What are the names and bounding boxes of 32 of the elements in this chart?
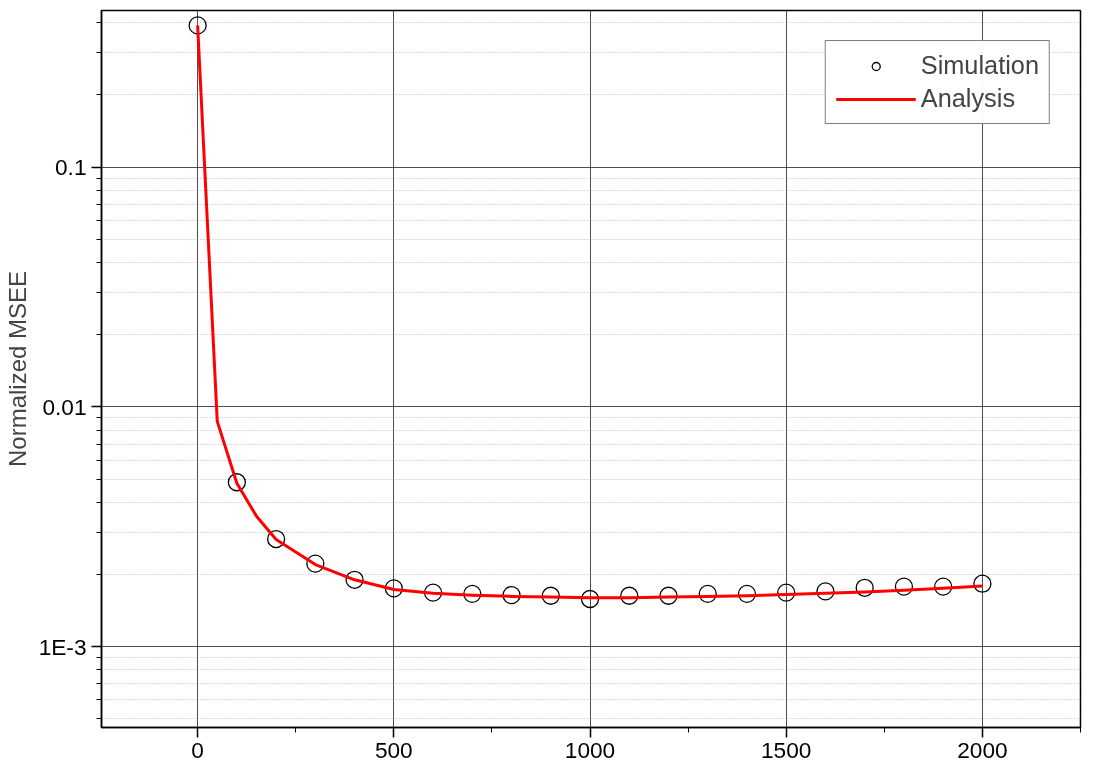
point (580, 589, 600, 609)
legend-label: Simulation (920, 51, 1039, 80)
point (306, 554, 325, 573)
point (894, 577, 914, 596)
point (973, 574, 992, 593)
legend-label: Analysis (920, 84, 1016, 113)
point (855, 578, 874, 597)
point (620, 586, 639, 605)
point (227, 473, 247, 492)
point (541, 586, 560, 605)
point (188, 16, 207, 35)
point (463, 584, 482, 603)
point (777, 583, 796, 602)
point (266, 529, 286, 549)
point (423, 583, 443, 602)
point (345, 570, 364, 589)
y-tick-label: 1E-3 (38, 633, 87, 660)
x-tick-label: 1000 (564, 736, 616, 763)
y-tick-label: 0.01 (42, 393, 87, 420)
point (698, 584, 717, 603)
point (816, 582, 835, 601)
y-axis-title: Normalized MSEE (3, 270, 31, 468)
point (384, 579, 403, 598)
point (737, 584, 757, 603)
point (659, 586, 678, 605)
x-tick-label: 1500 (761, 736, 812, 763)
x-tick-label: 0 (191, 736, 204, 763)
x-tick-label: 2000 (957, 736, 1008, 763)
point (502, 586, 521, 605)
x-tick-label: 500 (374, 736, 413, 763)
y-tick-label: 0.1 (55, 154, 87, 181)
point (934, 577, 953, 596)
